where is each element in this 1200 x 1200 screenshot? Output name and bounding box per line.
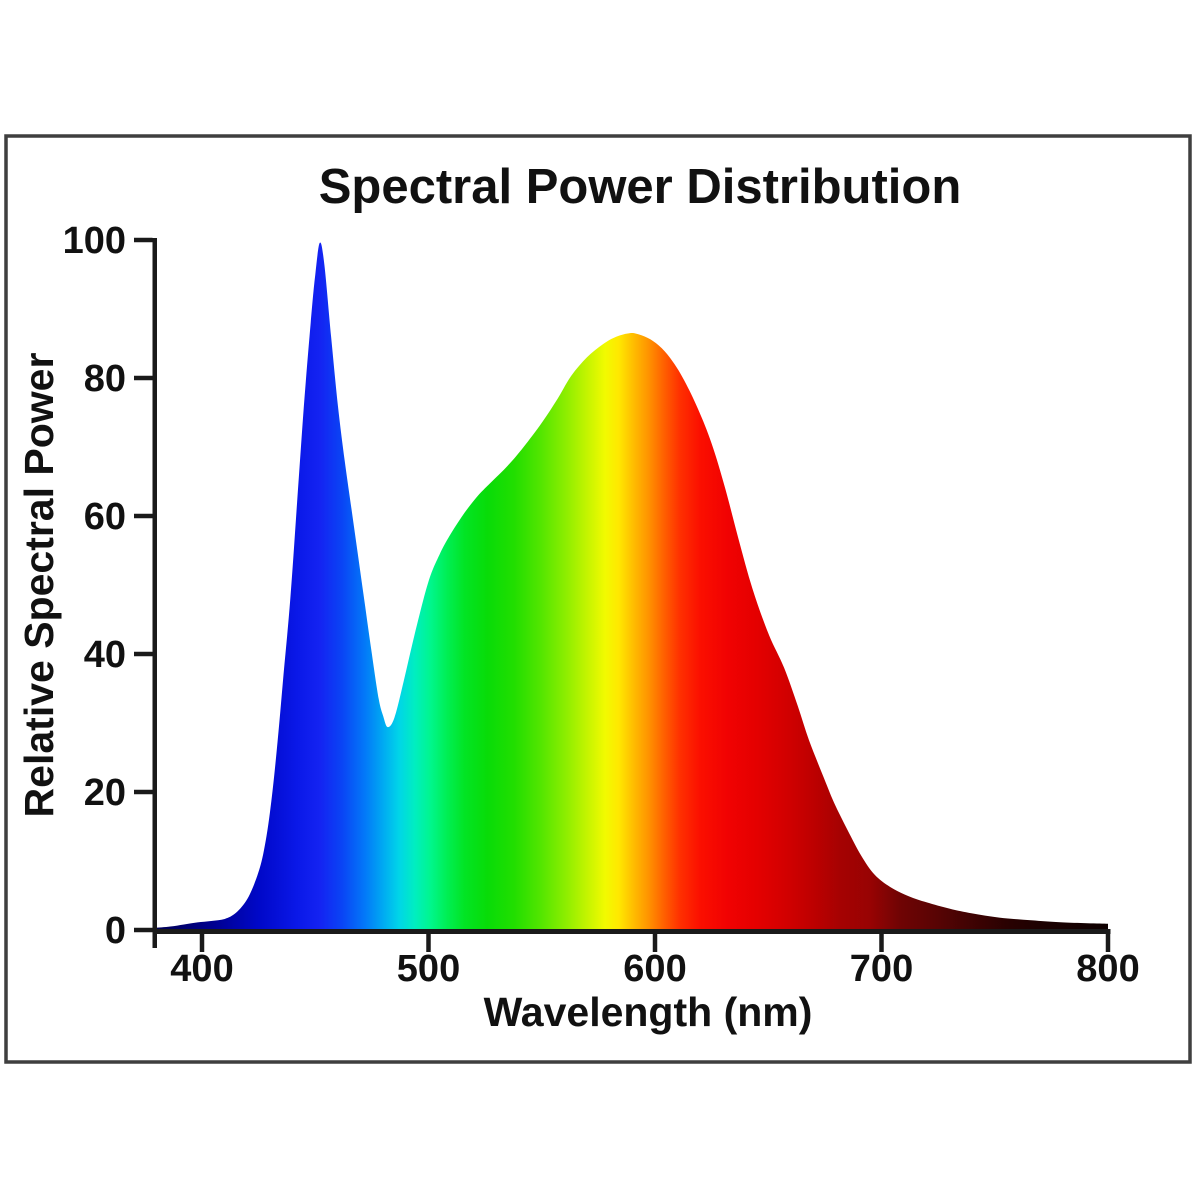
y-tick-label-80: 80	[84, 358, 126, 400]
x-tick-label-500: 500	[397, 948, 460, 990]
y-axis-line	[152, 238, 157, 948]
y-tick-80	[134, 375, 153, 381]
y-tick-60	[134, 513, 153, 519]
tick-labels: 400 500 600 700 800 0 20 40 60 80 100	[63, 220, 1140, 990]
y-tick-label-40: 40	[84, 634, 126, 676]
y-tick-label-60: 60	[84, 496, 126, 538]
y-axis-label: Relative Spectral Power	[16, 353, 62, 818]
y-tick-label-20: 20	[84, 772, 126, 814]
x-tick-label-700: 700	[850, 948, 913, 990]
x-tick-600	[652, 934, 658, 952]
x-tick-700	[879, 934, 884, 952]
x-tick-label-800: 800	[1076, 948, 1139, 990]
y-tick-100	[134, 237, 153, 243]
spectrum-area	[154, 242, 1108, 934]
x-axis-label: Wavelength (nm)	[484, 989, 813, 1035]
y-tick-20	[134, 789, 153, 795]
x-tick-label-600: 600	[623, 948, 686, 990]
x-axis-line	[152, 929, 1111, 934]
y-tick-label-0: 0	[105, 910, 126, 952]
y-tick-40	[134, 651, 153, 657]
y-tick-label-100: 100	[63, 220, 126, 262]
x-tick-label-400: 400	[170, 948, 233, 990]
x-tick-400	[199, 934, 205, 952]
x-tick-500	[426, 934, 431, 952]
y-tick-0	[134, 927, 153, 933]
chart-title: Spectral Power Distribution	[319, 160, 962, 214]
plot-area	[134, 237, 1111, 952]
x-tick-800	[1105, 934, 1111, 952]
